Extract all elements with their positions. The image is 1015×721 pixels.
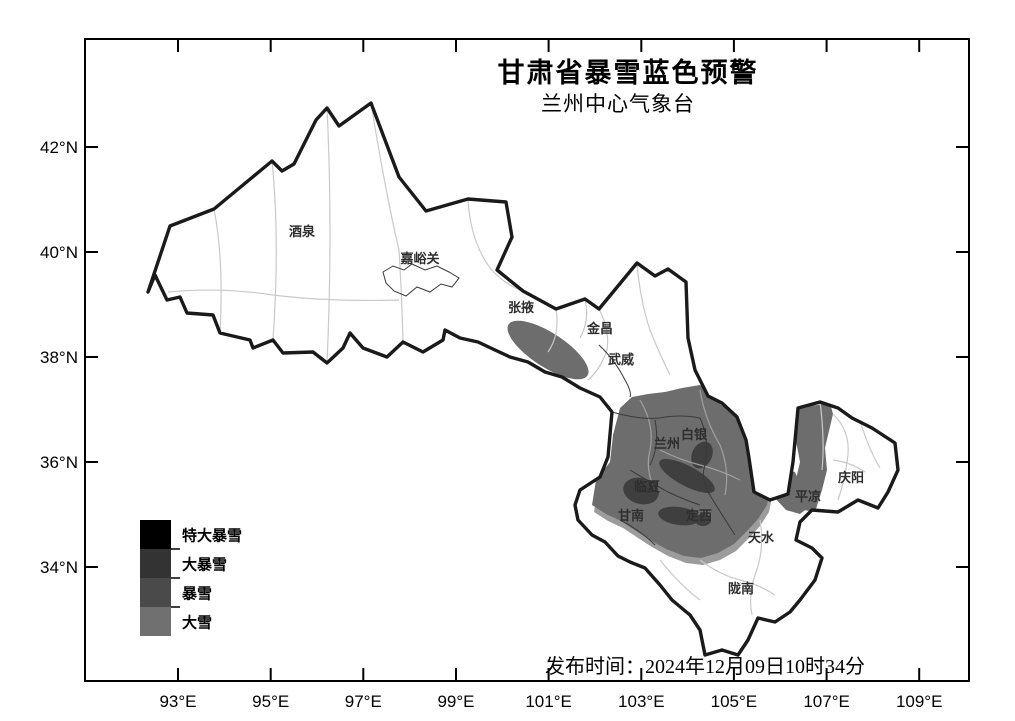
county-boundaries [167,102,881,616]
y-tick-label: 40°N [40,243,78,262]
city-boundaries [382,263,736,546]
city-label: 兰州 [654,436,680,451]
y-tick-label: 38°N [40,348,78,367]
y-tick-label: 36°N [40,453,78,472]
warning-areas [507,320,833,565]
city-label: 临夏 [634,479,661,494]
x-tick-label: 107°E [803,692,850,711]
legend-label: 特大暴雪 [182,527,242,545]
county-boundaries-on-gray [639,389,741,496]
warning-area-qilian-band [507,320,589,380]
x-tick-label: 97°E [345,692,382,711]
city-label: 白银 [681,427,708,442]
city-label: 陇南 [728,581,754,596]
legend-swatch [140,607,171,636]
x-tick-label: 109°E [896,692,943,711]
city-label: 定西 [685,508,712,523]
legend-label: 大暴雪 [182,556,227,574]
axis-tick-labels: 93°E 95°E 97°E 99°E 101°E 103°E 105°E 107°E 109°… [40,138,942,711]
y-tick-label: 34°N [40,558,78,577]
map-subtitle: 兰州中心气象台 [541,92,695,116]
city-label: 酒泉 [289,224,316,239]
legend-swatch [140,549,171,578]
legend-swatch [140,520,171,549]
y-tick-label: 42°N [40,138,78,157]
legend-swatch [140,578,171,607]
issue-time: 发布时间：2024年12月09日10时34分 [545,656,865,678]
city-label: 嘉峪关 [399,251,439,266]
x-tick-label: 101°E [525,692,572,711]
legend-label: 大雪 [182,614,212,632]
city-label: 甘南 [618,508,644,523]
legend-label: 暴雪 [182,585,212,603]
city-label: 庆阳 [837,470,864,485]
warning-cores [623,441,715,526]
map-title: 甘肃省暴雪蓝色预警 [497,58,759,88]
city-label: 武威 [608,352,634,367]
city-label: 金昌 [586,321,613,336]
x-tick-label: 105°E [711,692,758,711]
x-tick-label: 99°E [437,692,474,711]
x-tick-label: 93°E [159,692,196,711]
x-tick-label: 103°E [618,692,665,711]
x-tick-label: 95°E [252,692,289,711]
axis-ticks [85,39,969,681]
city-label: 天水 [748,530,775,545]
province-outline [146,101,900,657]
city-label: 平凉 [795,489,821,504]
city-label: 张掖 [508,300,535,315]
